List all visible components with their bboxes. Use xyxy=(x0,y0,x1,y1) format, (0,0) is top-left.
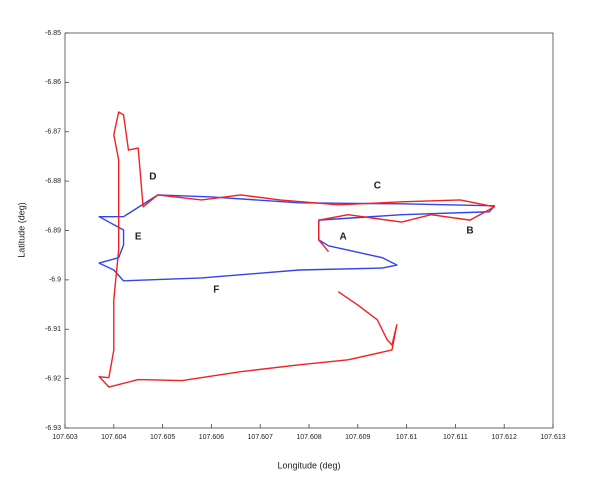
annotation: E xyxy=(135,232,142,243)
y-tick-label: -6.9 xyxy=(49,277,61,284)
x-tick-label: 107.603 xyxy=(52,434,77,441)
x-tick-label: 107.613 xyxy=(540,434,565,441)
x-tick-label: 107.611 xyxy=(443,434,468,441)
trajectory-line xyxy=(98,111,496,388)
x-tick-label: 107.604 xyxy=(101,434,126,441)
y-tick-label: -6.89 xyxy=(45,227,61,234)
annotation: A xyxy=(340,232,347,243)
annotation: B xyxy=(466,226,473,237)
y-tick-label: -6.85 xyxy=(45,30,61,37)
x-tick-label: 107.607 xyxy=(248,434,273,441)
x-tick-label: 107.605 xyxy=(150,434,175,441)
x-tick-label: 107.606 xyxy=(199,434,224,441)
y-tick-label: -6.86 xyxy=(45,79,61,86)
annotation: F xyxy=(213,284,219,295)
y-tick-label: -6.88 xyxy=(45,178,61,185)
x-tick-label: 107.608 xyxy=(296,434,321,441)
x-axis-label: Longitude (deg) xyxy=(277,460,340,470)
annotation: C xyxy=(374,181,381,192)
y-tick-label: -6.91 xyxy=(45,326,61,333)
y-axis-label: Latitude (deg) xyxy=(16,202,26,258)
x-tick-label: 107.612 xyxy=(492,434,517,441)
y-tick-label: -6.92 xyxy=(45,375,61,382)
plot-frame xyxy=(64,32,554,429)
x-tick-label: 107.609 xyxy=(345,434,370,441)
trajectory-line xyxy=(98,194,496,282)
y-tick-label: -6.87 xyxy=(45,129,61,136)
y-tick-label: -6.93 xyxy=(45,425,61,432)
x-tick-label: 107.61 xyxy=(396,434,418,441)
annotation: D xyxy=(149,171,156,182)
